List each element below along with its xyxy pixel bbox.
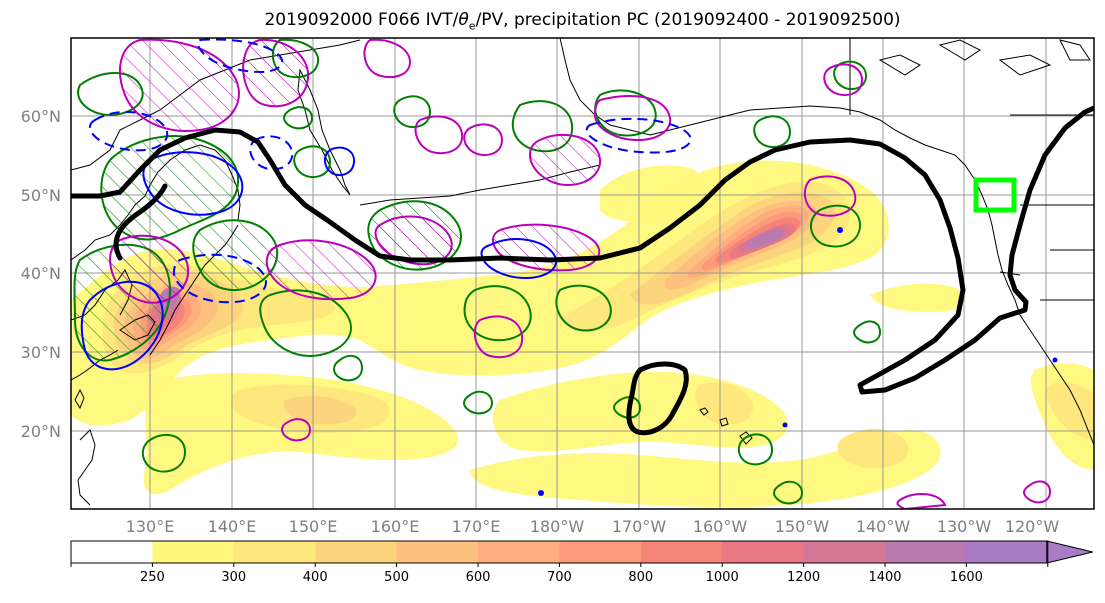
lat-label: 30°N	[21, 343, 61, 362]
colorbar-tick-label: 1600	[950, 570, 983, 585]
ivt-band-250-east	[870, 283, 966, 312]
ivt-band-1400-jet	[746, 229, 785, 248]
colorbar-tick-label: 500	[384, 570, 409, 585]
colorbar-segment	[233, 541, 316, 563]
colorbar-segment	[803, 541, 886, 563]
longitude-labels: 130°E 140°E 150°E 160°E 170°E 180°W 170°…	[126, 517, 1060, 536]
ivt-band-250-bering	[600, 165, 701, 222]
colorbar-tick-label: 400	[303, 570, 328, 585]
pv-positive-contours	[109, 38, 1052, 509]
colorbar-segment	[640, 541, 723, 563]
ivt-band-300-mexico	[1046, 382, 1094, 440]
lon-label: 140°W	[856, 517, 911, 536]
lon-label: 170°W	[612, 517, 667, 536]
ivt-black-contours	[71, 105, 1094, 436]
ivt-band-250	[71, 160, 889, 426]
colorbar-tick-label: 600	[466, 570, 491, 585]
lat-label: 20°N	[21, 422, 61, 441]
lon-label: 160°E	[371, 517, 420, 536]
colorbar-segment	[885, 541, 967, 563]
map-panel	[71, 38, 1094, 509]
ivt-band-250-tropics	[470, 430, 941, 508]
colorbar-tick-label: 1200	[787, 570, 820, 585]
colorbar-segment	[722, 541, 805, 563]
pv-small-dots	[538, 227, 1058, 496]
lat-label: 50°N	[21, 186, 61, 205]
lon-label: 140°E	[208, 517, 257, 536]
lon-label: 120°W	[1005, 517, 1060, 536]
ivt-band-400-pac	[283, 395, 357, 425]
lon-label: 130°E	[126, 517, 175, 536]
lon-label: 160°W	[693, 517, 748, 536]
colorbar-segment	[559, 541, 642, 563]
colorbar-segment	[315, 541, 398, 563]
colorbar-tick-label: 700	[547, 570, 572, 585]
colorbar-tick-label: 1400	[868, 570, 901, 585]
colorbar-segment	[396, 541, 479, 563]
lon-label: 150°E	[289, 517, 338, 536]
pv-negative-contours	[80, 38, 692, 371]
colorbar-tick-label: 1000	[706, 570, 739, 585]
target-region-box	[973, 177, 1017, 213]
ivt-band-300-central	[695, 382, 753, 425]
colorbar-tick-label: 300	[221, 570, 246, 585]
lon-label: 130°W	[937, 517, 992, 536]
colorbar-segment	[966, 541, 1049, 563]
lon-label: 170°E	[452, 517, 501, 536]
colorbar-extend-arrow	[1046, 540, 1093, 564]
figure-title: 2019092000 F066 IVT/θe/PV, precipitation…	[264, 10, 901, 33]
lat-label: 60°N	[21, 107, 61, 126]
colorbar-segment	[71, 541, 153, 563]
ivt-band-300-tc	[837, 428, 909, 468]
colorbar-segment	[152, 541, 235, 563]
latitude-labels: 60°N 50°N 40°N 30°N 20°N	[21, 107, 61, 441]
colorbar-segment	[478, 541, 560, 563]
colorbar: 250 300 400 500 600 700 800 1000 1200 1400 1600	[70, 540, 1093, 585]
colorbar-tick-label: 250	[140, 570, 165, 585]
lon-label: 180°W	[530, 517, 585, 536]
lon-label: 150°W	[775, 517, 830, 536]
colorbar-tick-label: 800	[628, 570, 653, 585]
map-border	[70, 37, 1095, 510]
lat-label: 40°N	[21, 264, 61, 283]
